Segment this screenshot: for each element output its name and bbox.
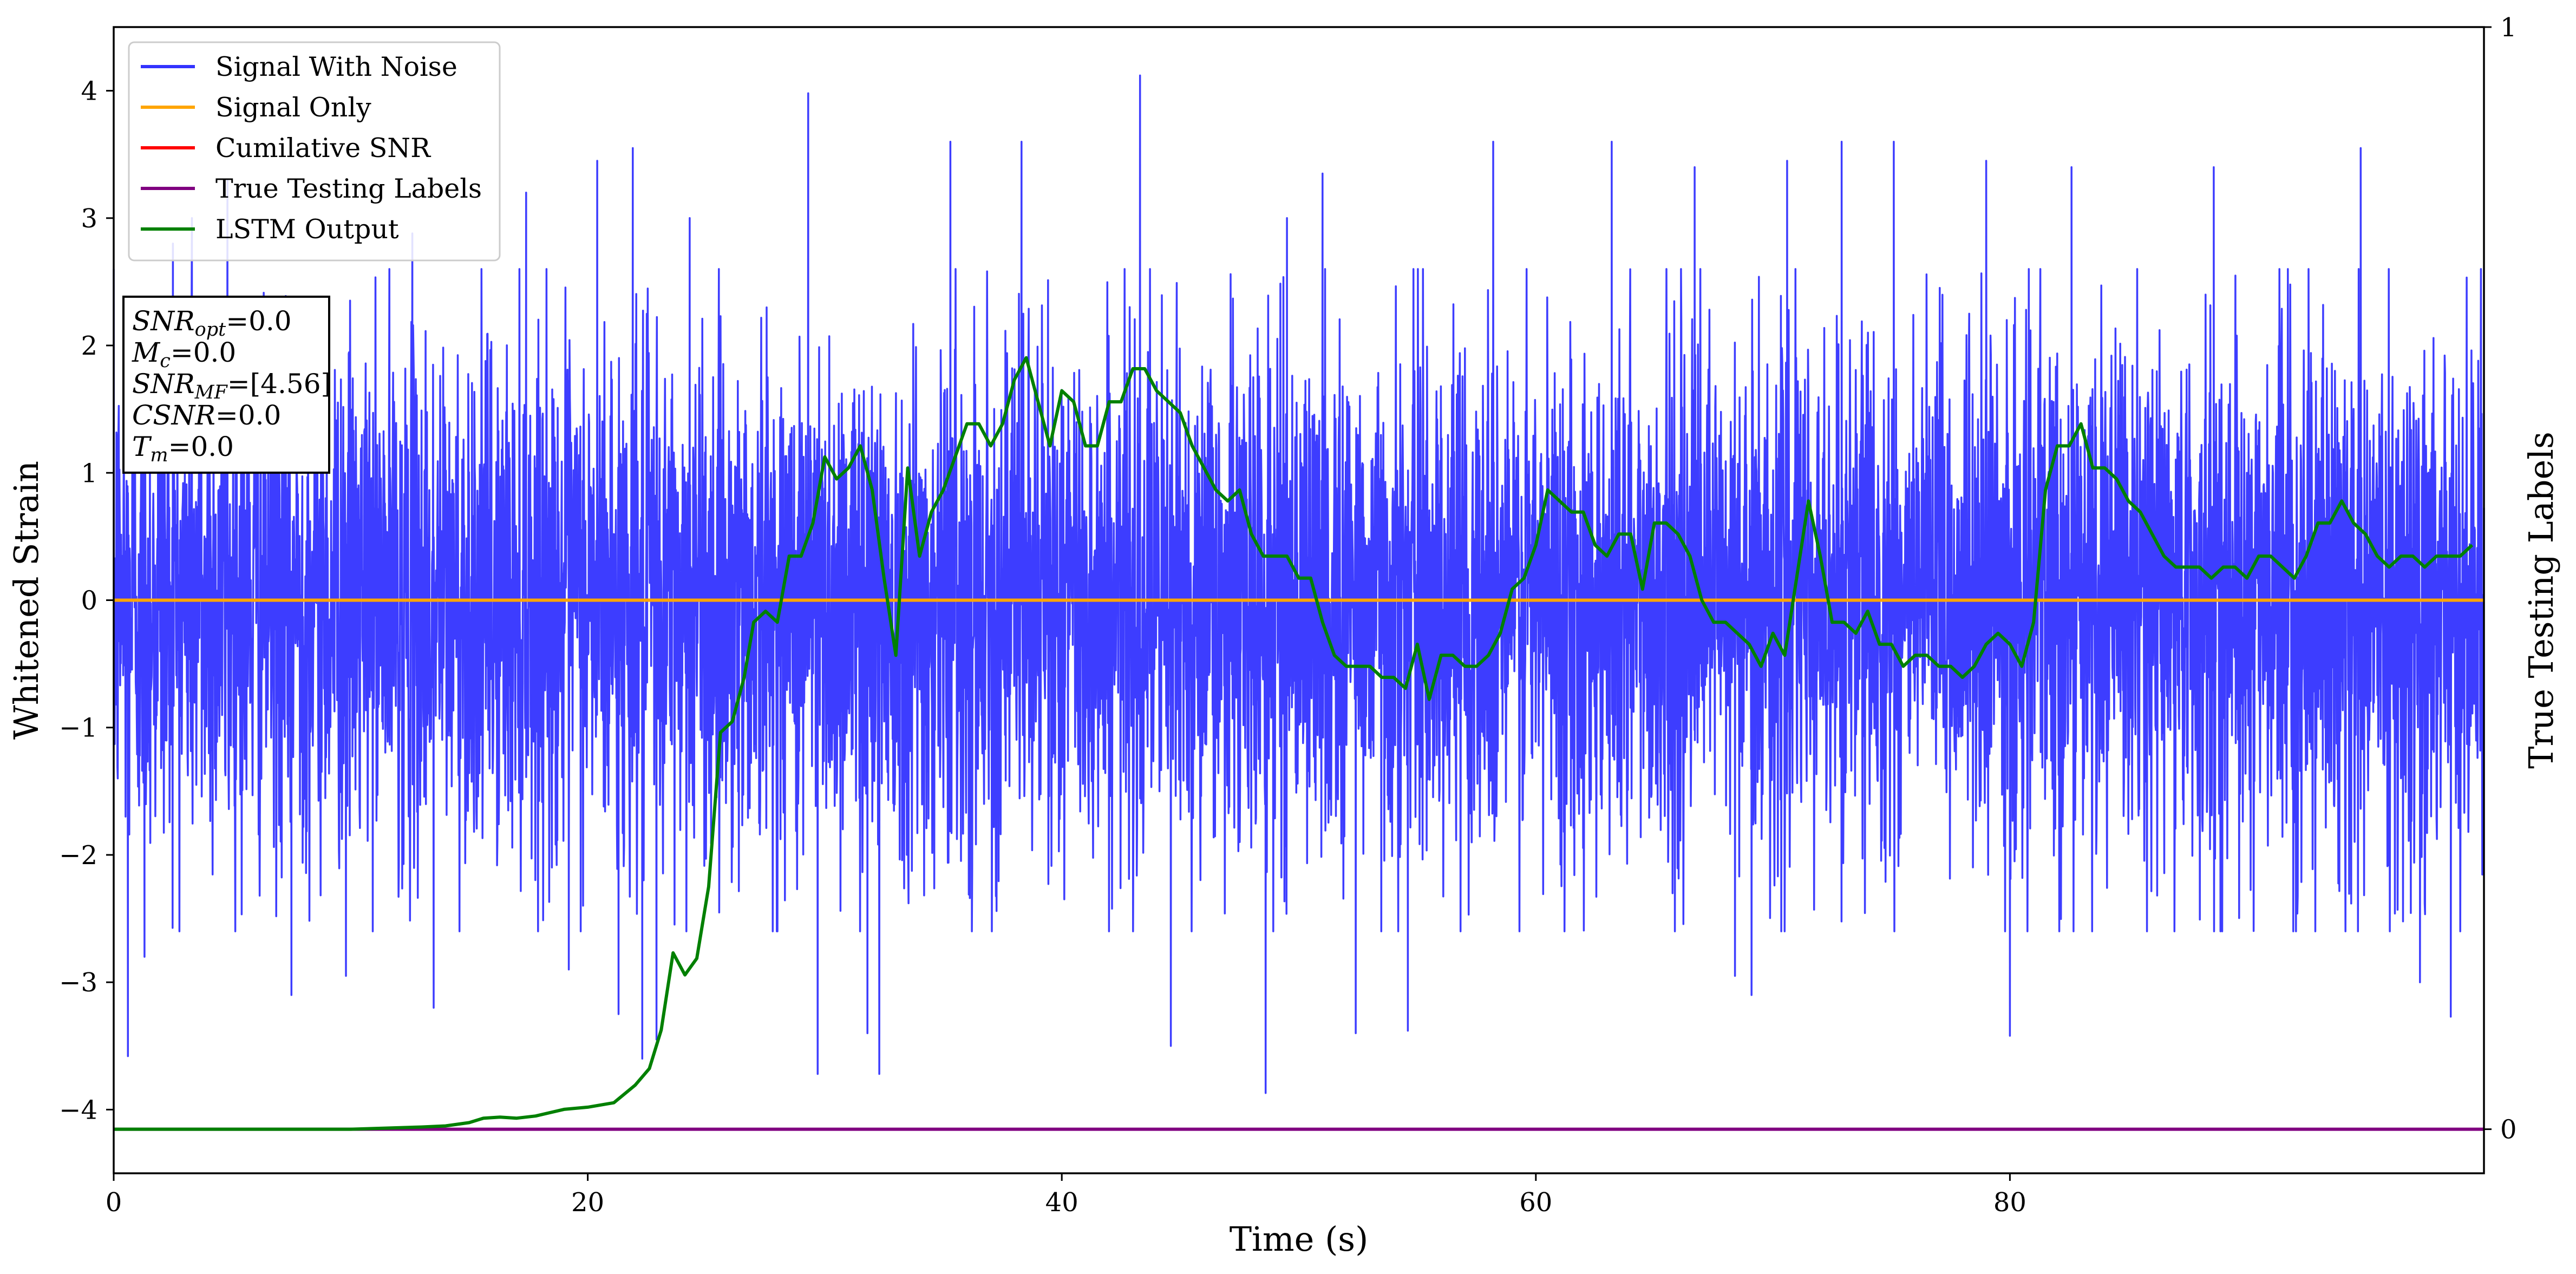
- x-tick-label: 60: [1519, 1187, 1552, 1218]
- legend-label: True Testing Labels: [215, 173, 482, 204]
- x-tick-label: 80: [1993, 1187, 2026, 1218]
- x-tick-label: 20: [571, 1187, 604, 1218]
- y-tick-label: −1: [59, 713, 97, 743]
- series-line-signal-with-noise: [113, 74, 2485, 1094]
- y-tick-label: 3: [81, 204, 97, 234]
- x-tick-label: 40: [1045, 1187, 1078, 1218]
- y2-tick-label: 1: [2500, 12, 2517, 43]
- x-tick-label: 0: [106, 1187, 122, 1218]
- info-line: CSNR=0.0: [132, 400, 281, 431]
- legend-frame: [128, 41, 501, 262]
- info-line: Tm=0.0: [132, 431, 234, 466]
- y2-tick-label: 0: [2500, 1115, 2517, 1145]
- info-box: SNRopt=0.0Mc=0.0SNRMF=[4.56]CSNR=0.0Tm=0…: [122, 296, 331, 474]
- line-series-layer: [114, 356, 2484, 1131]
- noise-series-layer: [113, 74, 2485, 1094]
- legend-label: LSTM Output: [215, 214, 399, 245]
- x-axis-label: Time (s): [1230, 1219, 1369, 1259]
- y-tick-label: 1: [81, 458, 97, 488]
- y-axis-label: Whitened Strain: [6, 461, 46, 740]
- info-box-frame: [122, 296, 330, 474]
- series-line-lstm-output: [114, 356, 2474, 1131]
- y2-axis-label: True Testing Labels: [2521, 432, 2561, 769]
- y-tick-label: −2: [59, 840, 97, 871]
- y-tick-label: 2: [81, 331, 97, 361]
- info-line: SNRMF=[4.56]: [132, 368, 331, 403]
- legend-label: Signal Only: [215, 92, 371, 123]
- info-line: SNRopt=0.0: [132, 305, 292, 341]
- y-tick-label: 0: [81, 586, 97, 616]
- y-tick-label: −3: [59, 968, 97, 998]
- legend: Signal With Noise Signal Only Cumilative S…: [128, 41, 501, 262]
- info-line: Mc=0.0: [132, 337, 236, 372]
- legend-label: Signal With Noise: [215, 51, 457, 82]
- y-tick-label: −4: [59, 1095, 97, 1125]
- legend-label: Cumilative SNR: [215, 133, 431, 164]
- y-tick-label: 4: [81, 76, 97, 107]
